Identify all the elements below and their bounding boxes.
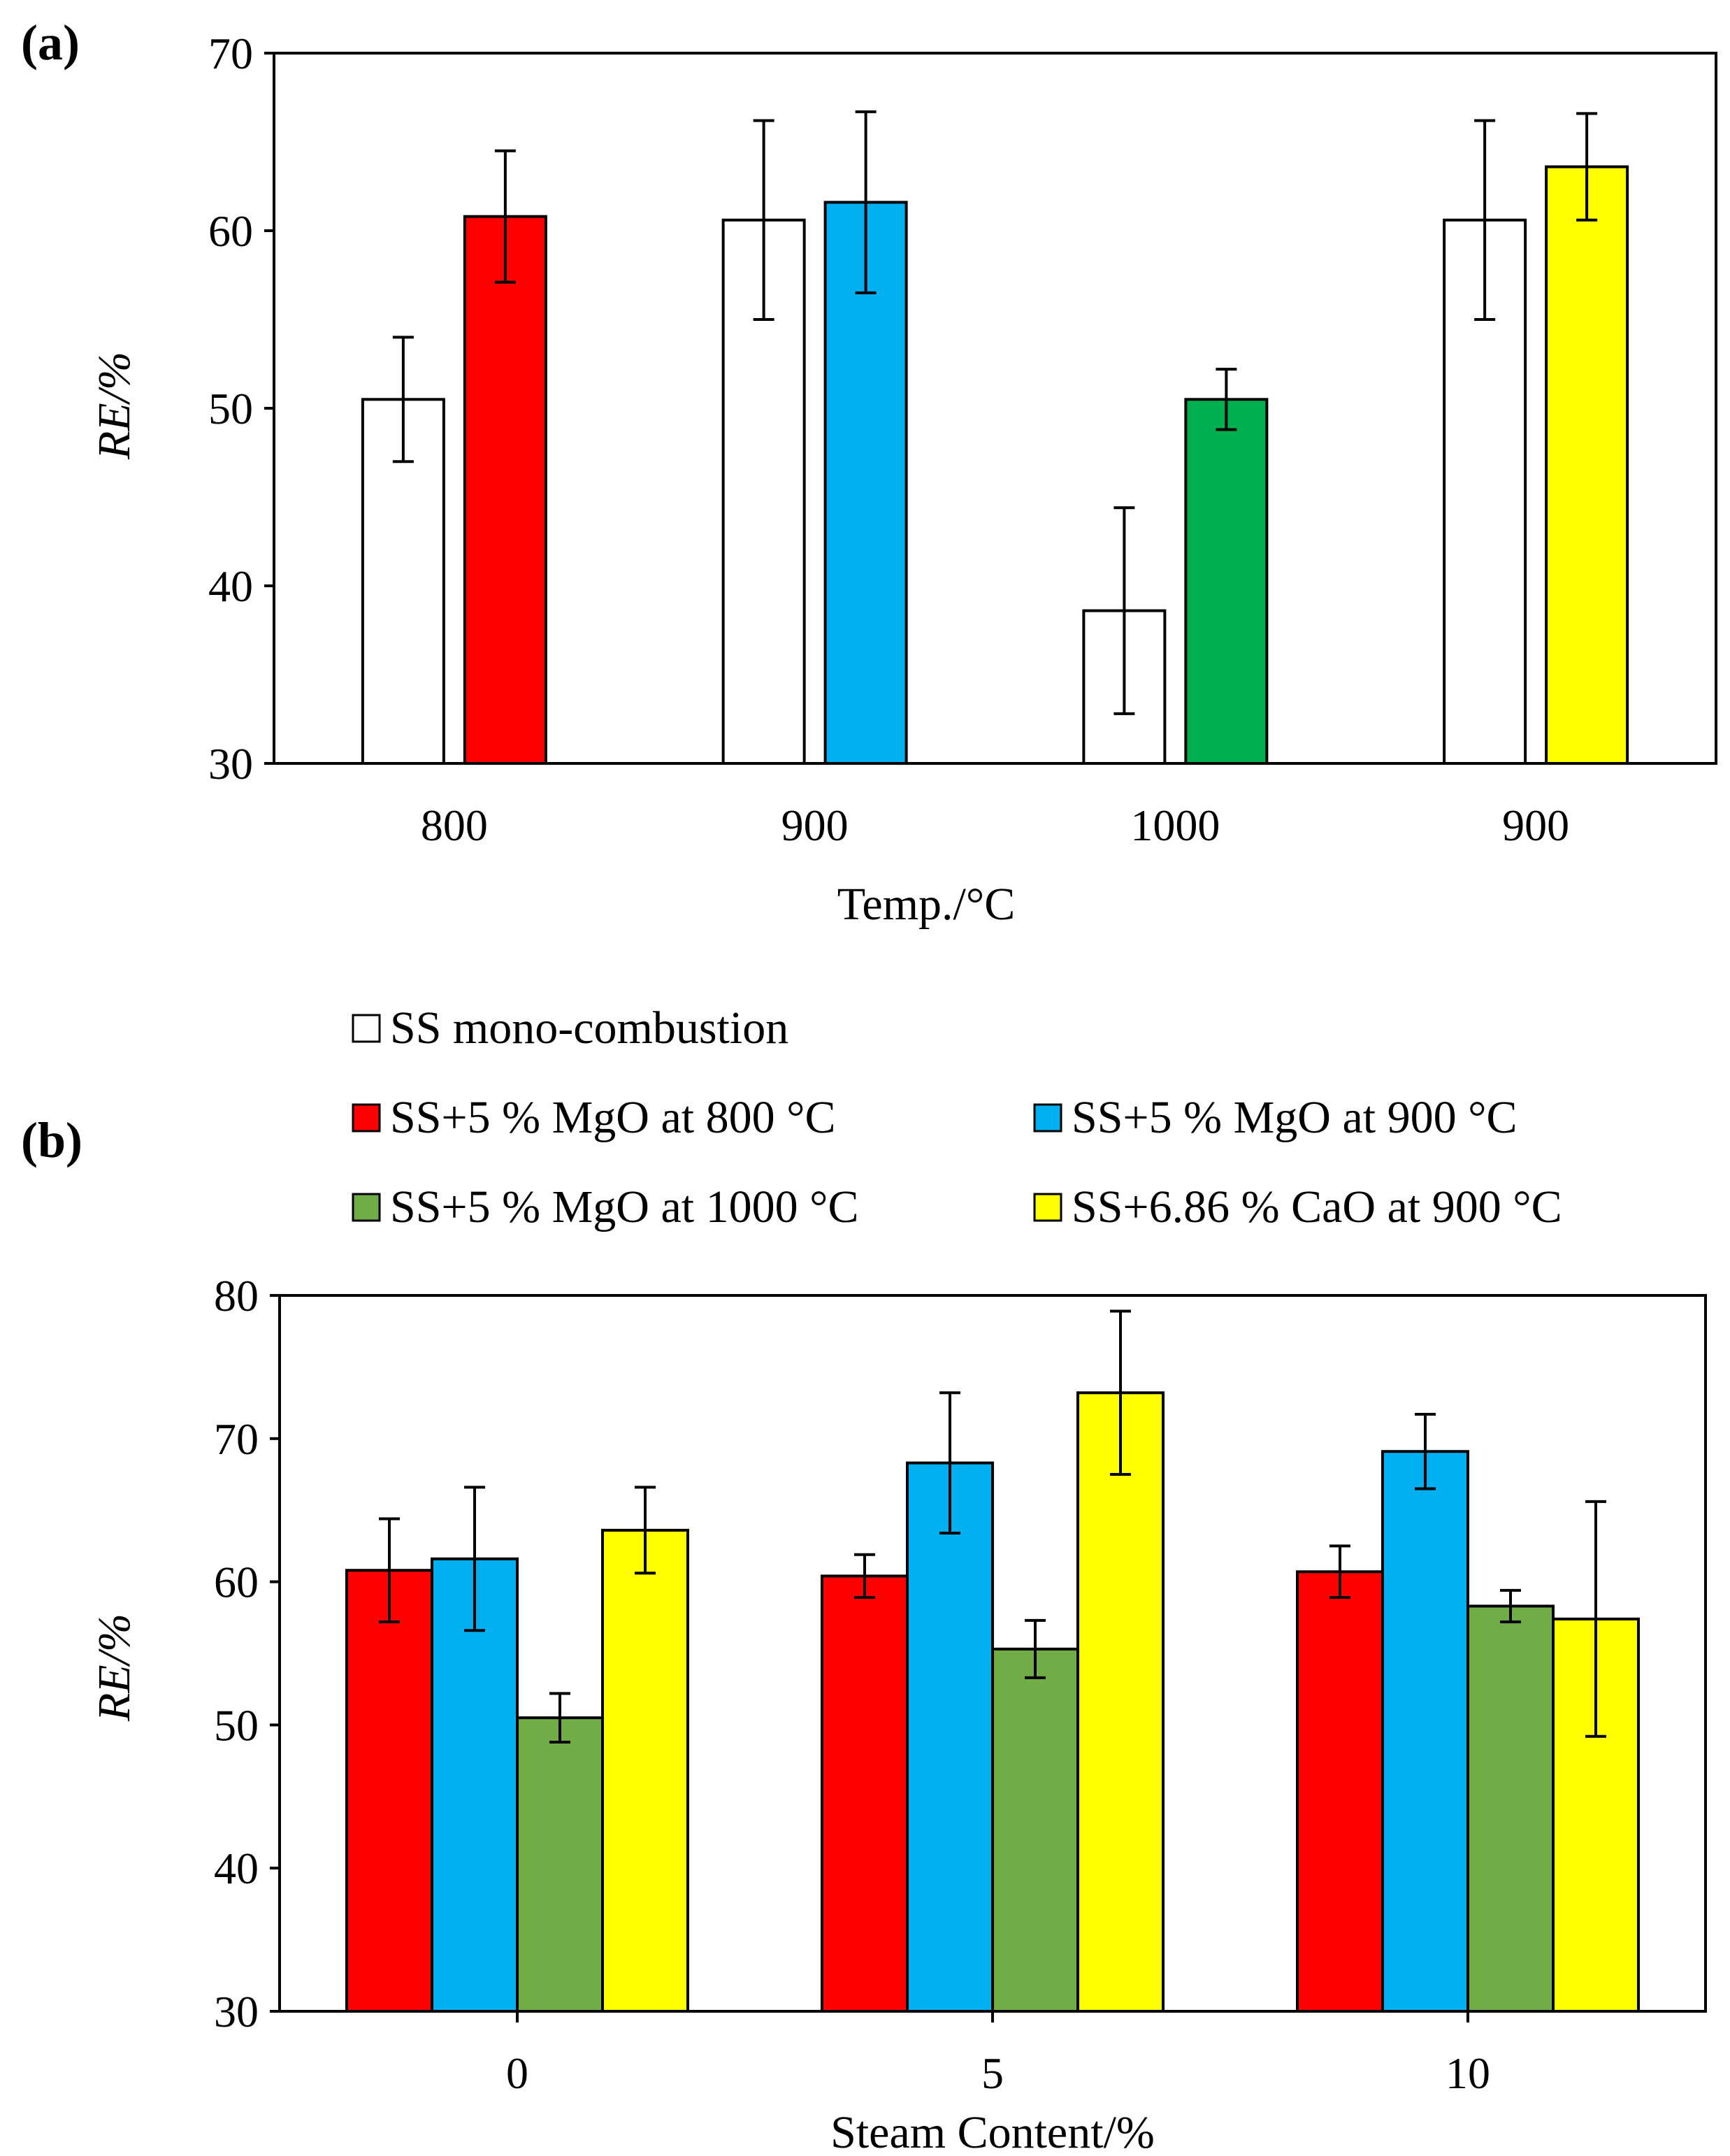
chart-b-xlabel: Steam Content/% bbox=[830, 2107, 1155, 2156]
bar bbox=[1381, 1450, 1469, 2013]
x-tick-label: 800 bbox=[421, 800, 488, 850]
legend-label-1: SS+5 % MgO at 800 °C bbox=[390, 1092, 836, 1143]
y-tick-label: 80 bbox=[214, 1271, 259, 1321]
chart-a: 30 40 50 60 70 800 900 1000 900 bbox=[208, 29, 1717, 850]
legend-swatch-2 bbox=[1033, 1103, 1062, 1133]
y-tick-label: 70 bbox=[214, 1414, 259, 1464]
legend-label-4: SS+6.86 % CaO at 900 °C bbox=[1072, 1181, 1562, 1232]
legend-label-2: SS+5 % MgO at 900 °C bbox=[1072, 1092, 1518, 1143]
panel-a-label: (a) bbox=[21, 15, 80, 71]
chart-a-ylabel: RE/% bbox=[89, 352, 140, 460]
bar bbox=[345, 1569, 433, 2013]
bar bbox=[991, 1647, 1079, 2013]
y-tick-label: 50 bbox=[208, 384, 253, 433]
x-tick-label: 900 bbox=[1502, 800, 1569, 850]
bar bbox=[821, 1574, 909, 2013]
x-tick-label: 10 bbox=[1446, 2048, 1490, 2098]
legend: SS mono-combustion SS+5 % MgO at 800 °C … bbox=[352, 1002, 1562, 1232]
y-tick-label: 40 bbox=[208, 561, 253, 611]
bar bbox=[431, 1557, 519, 2013]
bar bbox=[1545, 165, 1629, 765]
bar bbox=[906, 1461, 994, 2013]
legend-swatch-1 bbox=[352, 1103, 381, 1133]
chart-b-ylabel: RE/% bbox=[89, 1614, 140, 1722]
bar bbox=[823, 201, 908, 765]
legend-swatch-0 bbox=[352, 1014, 381, 1043]
bar bbox=[516, 1716, 604, 2013]
y-tick-label: 60 bbox=[214, 1558, 259, 1607]
y-tick-label: 30 bbox=[214, 1987, 259, 2036]
bar bbox=[463, 215, 547, 765]
x-tick-label: 1000 bbox=[1130, 800, 1220, 850]
bar bbox=[1296, 1570, 1384, 2013]
chart-b: 30 40 50 60 70 80 0 5 10 bbox=[214, 1271, 1707, 2098]
legend-swatch-4 bbox=[1033, 1193, 1062, 1222]
bar bbox=[1184, 398, 1269, 765]
x-tick-label: 0 bbox=[506, 2048, 528, 2098]
chart-a-xlabel: Temp./°C bbox=[837, 879, 1016, 930]
legend-label-0: SS mono-combustion bbox=[390, 1002, 788, 1054]
panel-b-label: (b) bbox=[21, 1112, 82, 1168]
y-tick-label: 30 bbox=[208, 739, 253, 789]
y-tick-label: 70 bbox=[208, 29, 253, 78]
legend-label-3: SS+5 % MgO at 1000 °C bbox=[390, 1181, 859, 1232]
bar bbox=[1466, 1604, 1555, 2013]
legend-swatch-3 bbox=[352, 1193, 381, 1222]
y-tick-label: 40 bbox=[214, 1844, 259, 1893]
x-tick-label: 900 bbox=[781, 800, 849, 850]
bar bbox=[601, 1528, 689, 2013]
y-tick-label: 60 bbox=[208, 206, 253, 256]
bar bbox=[1076, 1391, 1165, 2013]
y-tick-label: 50 bbox=[214, 1700, 259, 1750]
x-tick-label: 5 bbox=[981, 2048, 1004, 2098]
